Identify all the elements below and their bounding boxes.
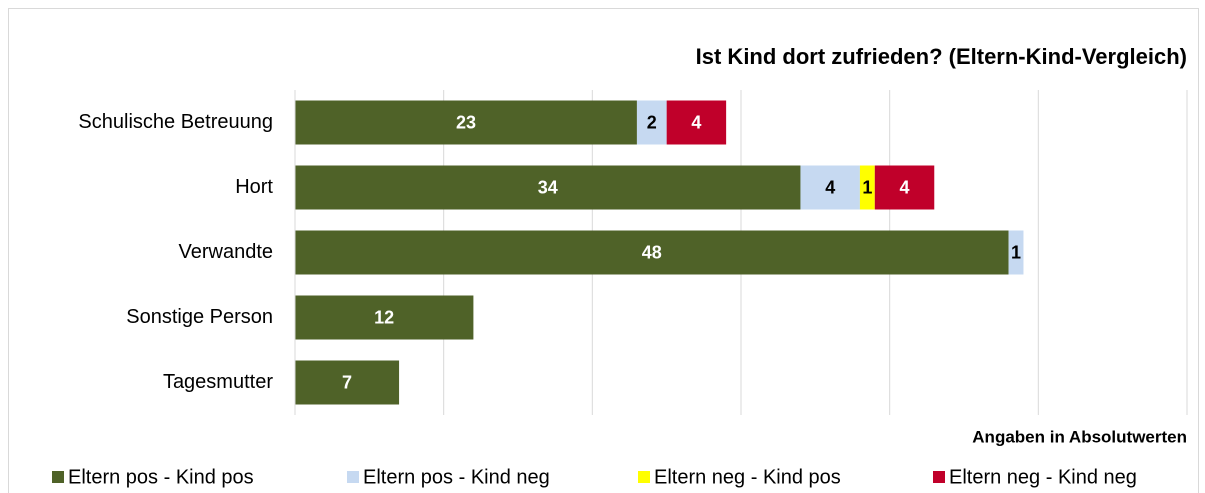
category-label: Verwandte	[178, 241, 273, 263]
bar-segment	[295, 100, 637, 145]
bar-segment	[666, 100, 727, 145]
chart-title: Ist Kind dort zufrieden? (Eltern-Kind-Ve…	[696, 44, 1187, 69]
legend-swatch	[52, 471, 64, 483]
bar-segment	[295, 230, 1009, 275]
bar-segment	[859, 165, 875, 210]
legend-label: Eltern pos - Kind neg	[363, 466, 550, 488]
value-label: 2	[647, 112, 657, 132]
bar-segment	[295, 360, 400, 405]
value-label: 23	[456, 112, 476, 132]
bar-segment	[800, 165, 860, 210]
legend-swatch	[347, 471, 359, 483]
chart-frame	[8, 8, 1199, 493]
value-label: 4	[691, 112, 701, 132]
category-label: Schulische Betreuung	[78, 111, 273, 133]
x-axis-label: Angaben in Absolutwerten	[972, 427, 1187, 446]
value-label: 1	[862, 177, 872, 197]
category-label: Hort	[235, 176, 273, 198]
value-label: 1	[1011, 242, 1021, 262]
category-label: Tagesmutter	[163, 371, 273, 393]
value-label: 12	[374, 307, 394, 327]
legend-label: Eltern neg - Kind pos	[654, 466, 841, 488]
bar-segment	[874, 165, 935, 210]
value-label: 4	[900, 177, 910, 197]
bar-segment	[1008, 230, 1024, 275]
legend-label: Eltern pos - Kind pos	[68, 466, 254, 488]
legend-swatch	[638, 471, 650, 483]
value-label: 7	[342, 372, 352, 392]
value-label: 34	[538, 177, 558, 197]
legend-swatch	[933, 471, 945, 483]
bar-segment	[295, 165, 801, 210]
value-label: 48	[642, 242, 662, 262]
legend-label: Eltern neg - Kind neg	[949, 466, 1137, 488]
bar-segment	[636, 100, 667, 145]
category-label: Sonstige Person	[126, 306, 273, 328]
value-label: 4	[825, 177, 835, 197]
bar-segment	[295, 295, 474, 340]
